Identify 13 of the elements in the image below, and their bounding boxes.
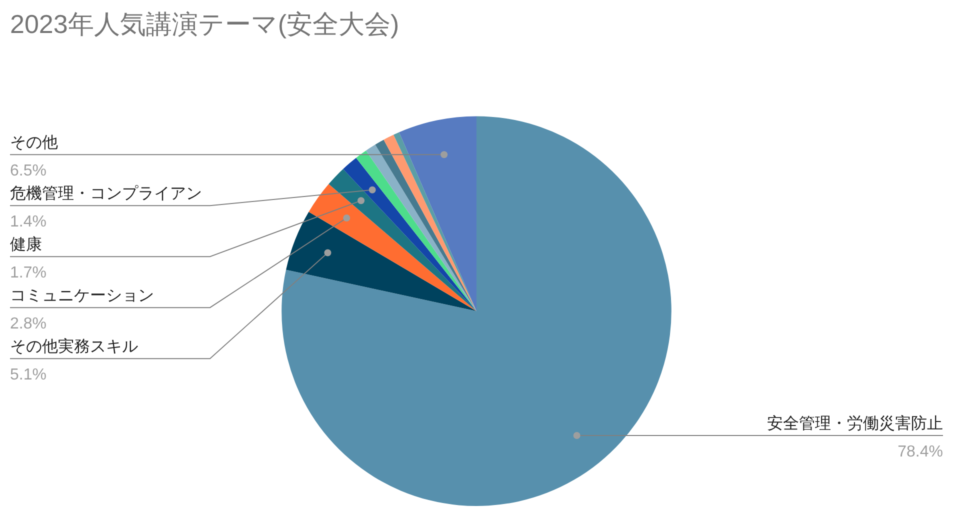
slice-label: 安全管理・労働災害防止 [767, 414, 943, 433]
data-label: 5.1% [10, 366, 46, 384]
data-label: 78.4% [898, 444, 943, 461]
chart-title: 2023年人気講演テーマ(安全大会) [10, 8, 400, 39]
slice-label: その他 [10, 134, 58, 152]
data-label: 2.8% [10, 316, 46, 333]
data-label: 6.5% [10, 162, 46, 180]
slice-label: その他実務スキル [10, 338, 138, 356]
slice-label: 健康 [10, 236, 42, 254]
slice-label: コミュニケーション [10, 288, 154, 305]
slice-label: 危機管理・コンプライアン [10, 184, 202, 203]
data-label: 1.7% [10, 264, 46, 282]
data-label: 1.4% [10, 214, 46, 231]
